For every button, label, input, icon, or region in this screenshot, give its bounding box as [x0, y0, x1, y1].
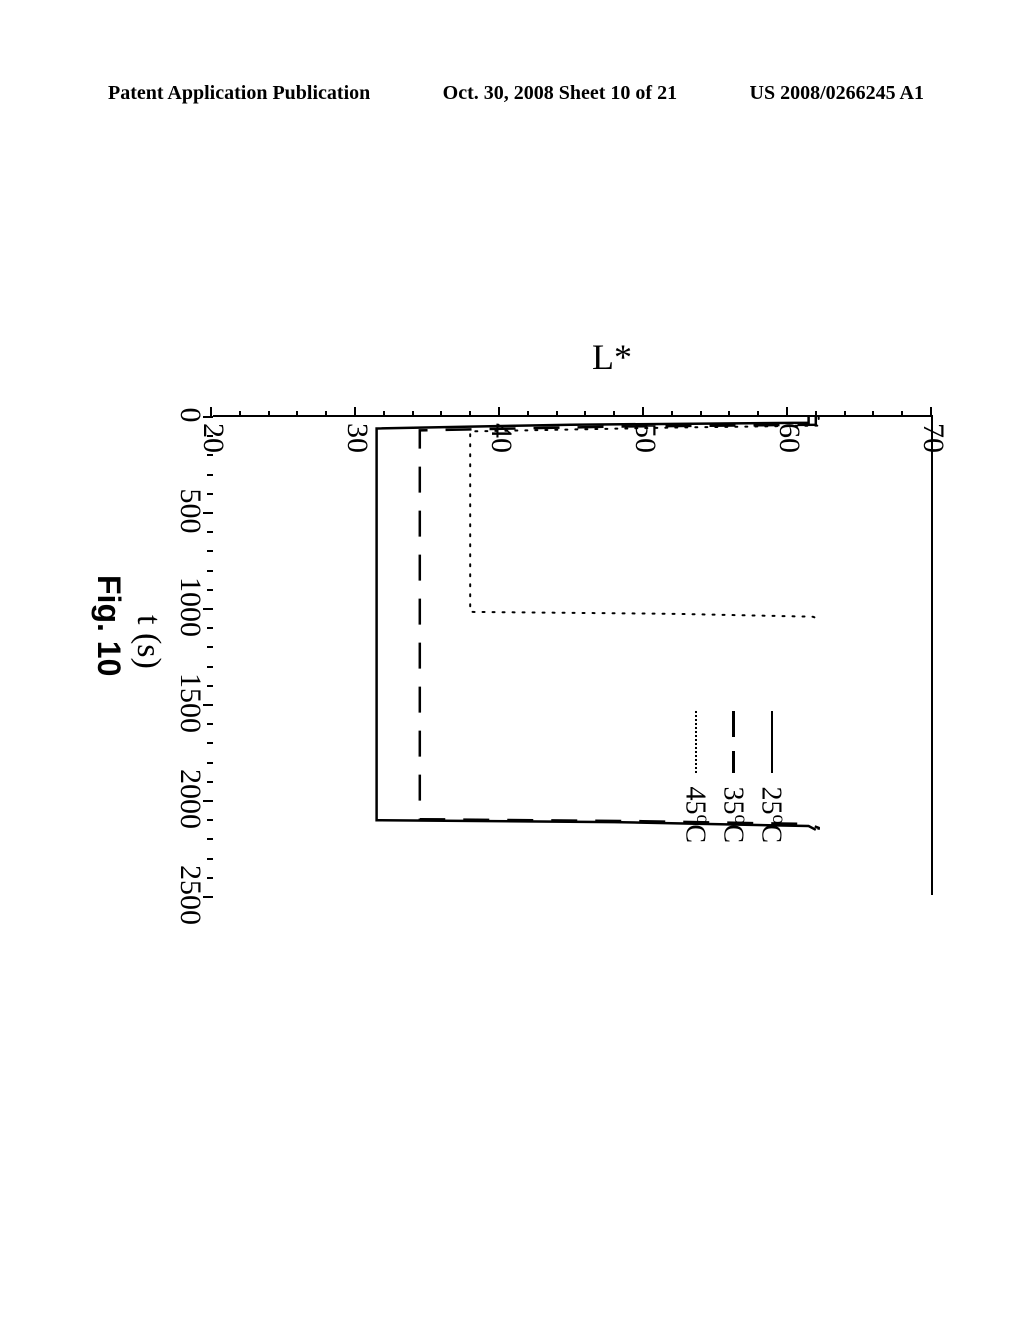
plot-svg	[211, 417, 931, 897]
y-axis-label: L*	[592, 336, 632, 378]
page-header: Patent Application Publication Oct. 30, …	[0, 82, 1024, 105]
legend-item-25c: 25oC	[753, 711, 791, 843]
header-left: Patent Application Publication	[108, 82, 370, 105]
header-right: US 2008/0266245 A1	[750, 82, 924, 105]
x-tick-label: 2000	[173, 769, 207, 829]
legend-swatch-dash	[724, 711, 744, 773]
x-tick-label: 1000	[173, 577, 207, 637]
plot-area: 25oC 35oC 45oC	[213, 415, 933, 895]
y-tick-label: 60	[772, 369, 806, 453]
header-center: Oct. 30, 2008 Sheet 10 of 21	[443, 82, 677, 105]
chart-figure-10: L* t (s) Fig. 10 25oC 35oC 45oC	[83, 325, 953, 945]
legend-item-45c: 45oC	[677, 711, 715, 843]
legend-swatch-solid	[762, 711, 782, 773]
legend-label: 35oC	[717, 787, 751, 843]
y-tick-label: 50	[628, 369, 662, 453]
legend-label: 45oC	[679, 787, 713, 843]
legend: 25oC 35oC 45oC	[677, 711, 791, 843]
legend-label: 25oC	[755, 787, 789, 843]
y-tick-label: 70	[916, 369, 950, 453]
x-tick-label: 500	[173, 489, 207, 534]
x-tick-label: 2500	[173, 865, 207, 925]
x-tick-label: 1500	[173, 673, 207, 733]
x-axis-label: t (s)	[129, 615, 167, 669]
legend-swatch-dot	[686, 711, 706, 773]
x-tick-label: 0	[173, 408, 207, 423]
figure-caption: Fig. 10	[90, 575, 127, 676]
legend-item-35c: 35oC	[715, 711, 753, 843]
y-tick-label: 30	[340, 369, 374, 453]
y-tick-label: 40	[484, 369, 518, 453]
